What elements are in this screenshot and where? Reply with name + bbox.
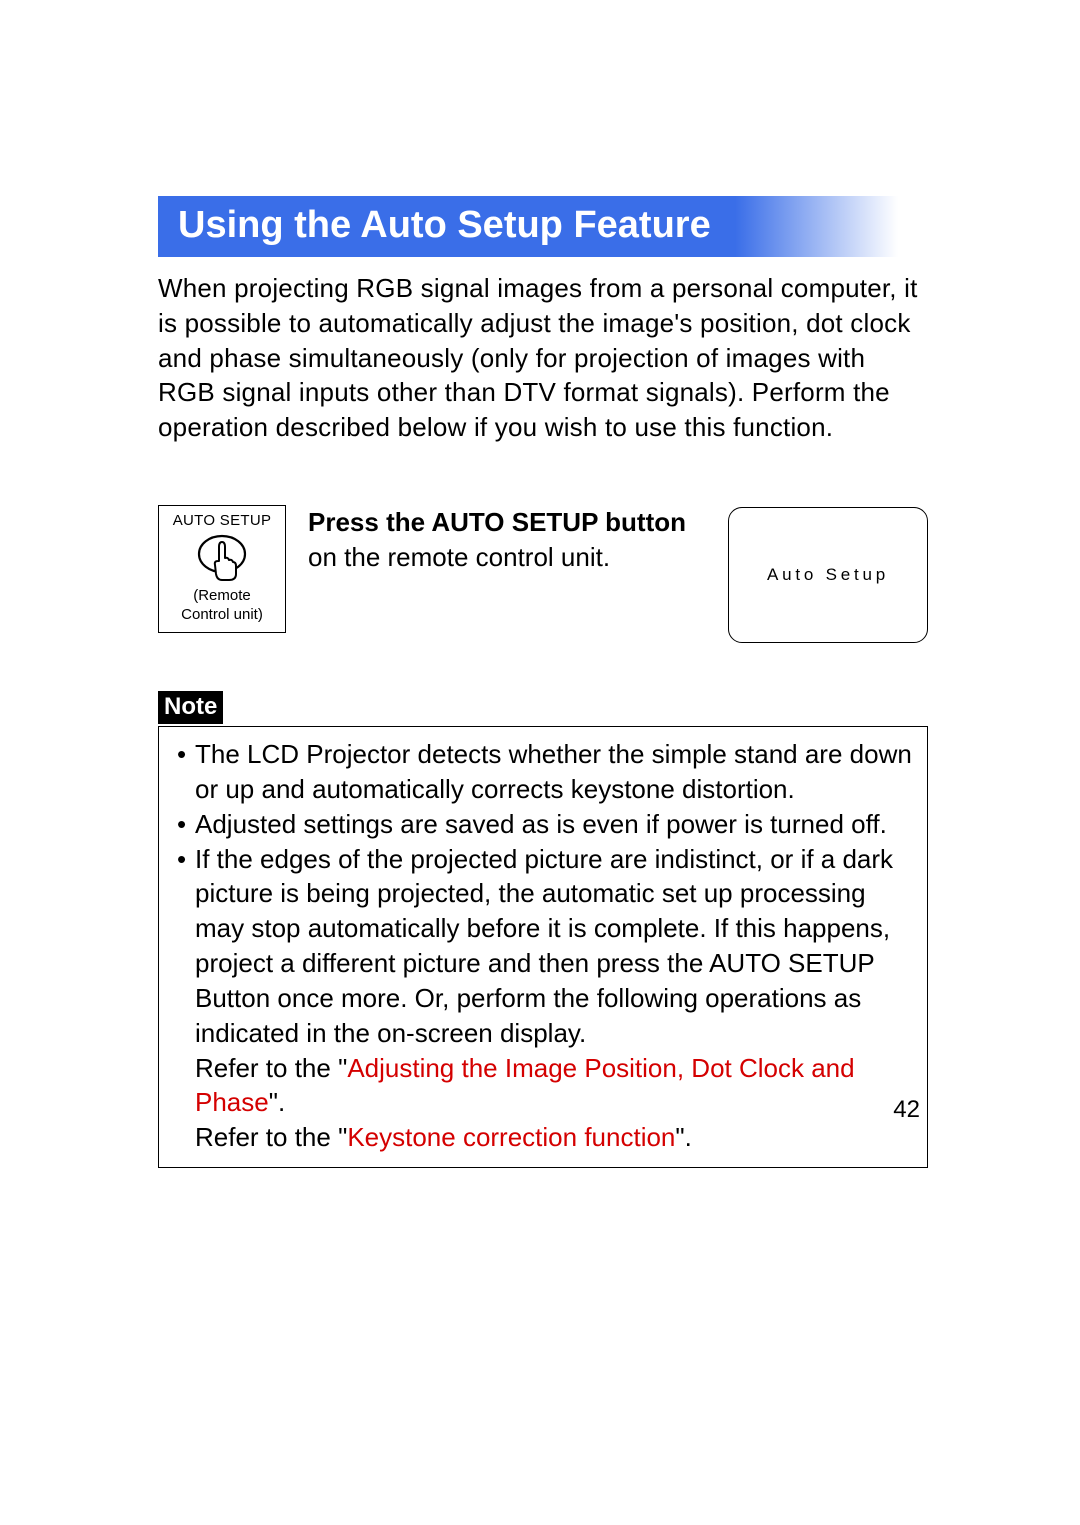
note-item: Adjusted settings are saved as is even i… [173, 807, 913, 842]
document-page: Using the Auto Setup Feature When projec… [158, 196, 928, 1168]
note-item: The LCD Projector detects whether the si… [173, 737, 913, 807]
osd-display: Auto Setup [728, 507, 928, 643]
page-number: 42 [893, 1096, 920, 1124]
osd-label: Auto Setup [767, 565, 889, 585]
note-box: The LCD Projector detects whether the si… [158, 726, 928, 1168]
note-section: Note The LCD Projector detects whether t… [158, 691, 928, 1168]
ref-suffix: ". [675, 1122, 691, 1152]
step-row: AUTO SETUP (Remote Control unit) Press t… [158, 505, 928, 643]
ref-suffix: ". [269, 1087, 285, 1117]
note-heading: Note [158, 691, 223, 724]
press-icon [195, 533, 249, 583]
cross-ref-link[interactable]: Keystone correction function [347, 1122, 675, 1152]
page-title: Using the Auto Setup Feature [158, 196, 898, 257]
remote-button-label: AUTO SETUP [163, 512, 281, 531]
intro-paragraph: When projecting RGB signal images from a… [158, 271, 928, 445]
step-instruction: Press the AUTO SETUP button on the remot… [308, 505, 700, 575]
step-rest: on the remote control unit. [308, 542, 610, 572]
step-bold: Press the AUTO SETUP button [308, 507, 686, 537]
note-text: If the edges of the projected picture ar… [195, 844, 893, 1048]
ref-prefix: Refer to the " [195, 1053, 347, 1083]
remote-caption-line2: Control unit) [163, 606, 281, 625]
remote-caption-line1: (Remote [163, 587, 281, 606]
ref-prefix: Refer to the " [195, 1122, 347, 1152]
remote-button-diagram: AUTO SETUP (Remote Control unit) [158, 505, 286, 633]
note-item: If the edges of the projected picture ar… [173, 842, 913, 1155]
